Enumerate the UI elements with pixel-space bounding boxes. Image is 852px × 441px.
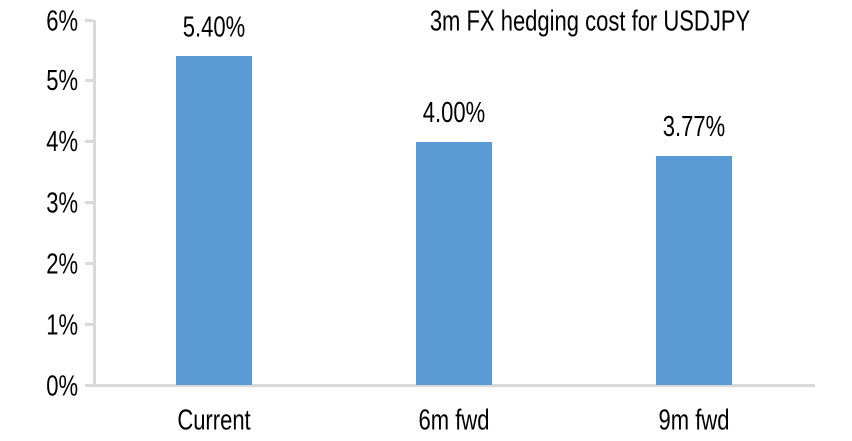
- y-tick-mark: [85, 140, 93, 143]
- x-axis-label: Current: [177, 403, 251, 436]
- y-tick-mark: [85, 19, 93, 22]
- y-tick-mark: [85, 201, 93, 204]
- y-tick-mark: [85, 262, 93, 265]
- y-tick-mark: [85, 323, 93, 326]
- y-tick-label: 3%: [46, 186, 78, 219]
- y-tick-mark: [85, 79, 93, 82]
- bar-9m-fwd: [656, 156, 732, 385]
- y-tick-label: 5%: [46, 64, 78, 97]
- chart-title: 3m FX hedging cost for USDJPY: [429, 4, 751, 37]
- y-tick-label: 2%: [46, 247, 78, 280]
- x-axis-label: 9m fwd: [658, 403, 730, 436]
- value-label: 5.40%: [182, 10, 246, 43]
- y-tick-label: 0%: [46, 369, 78, 402]
- y-tick-label: 6%: [46, 4, 78, 37]
- value-label: 3.77%: [662, 110, 726, 143]
- y-tick-label: 1%: [46, 308, 78, 341]
- bar-6m-fwd: [416, 142, 492, 385]
- y-tick-label: 4%: [46, 125, 78, 158]
- value-label: 4.00%: [422, 96, 486, 129]
- y-axis-line: [93, 20, 96, 385]
- x-axis-label: 6m fwd: [418, 403, 490, 436]
- y-tick-mark: [85, 384, 93, 387]
- bar-current: [176, 56, 252, 385]
- x-axis-line: [93, 384, 815, 387]
